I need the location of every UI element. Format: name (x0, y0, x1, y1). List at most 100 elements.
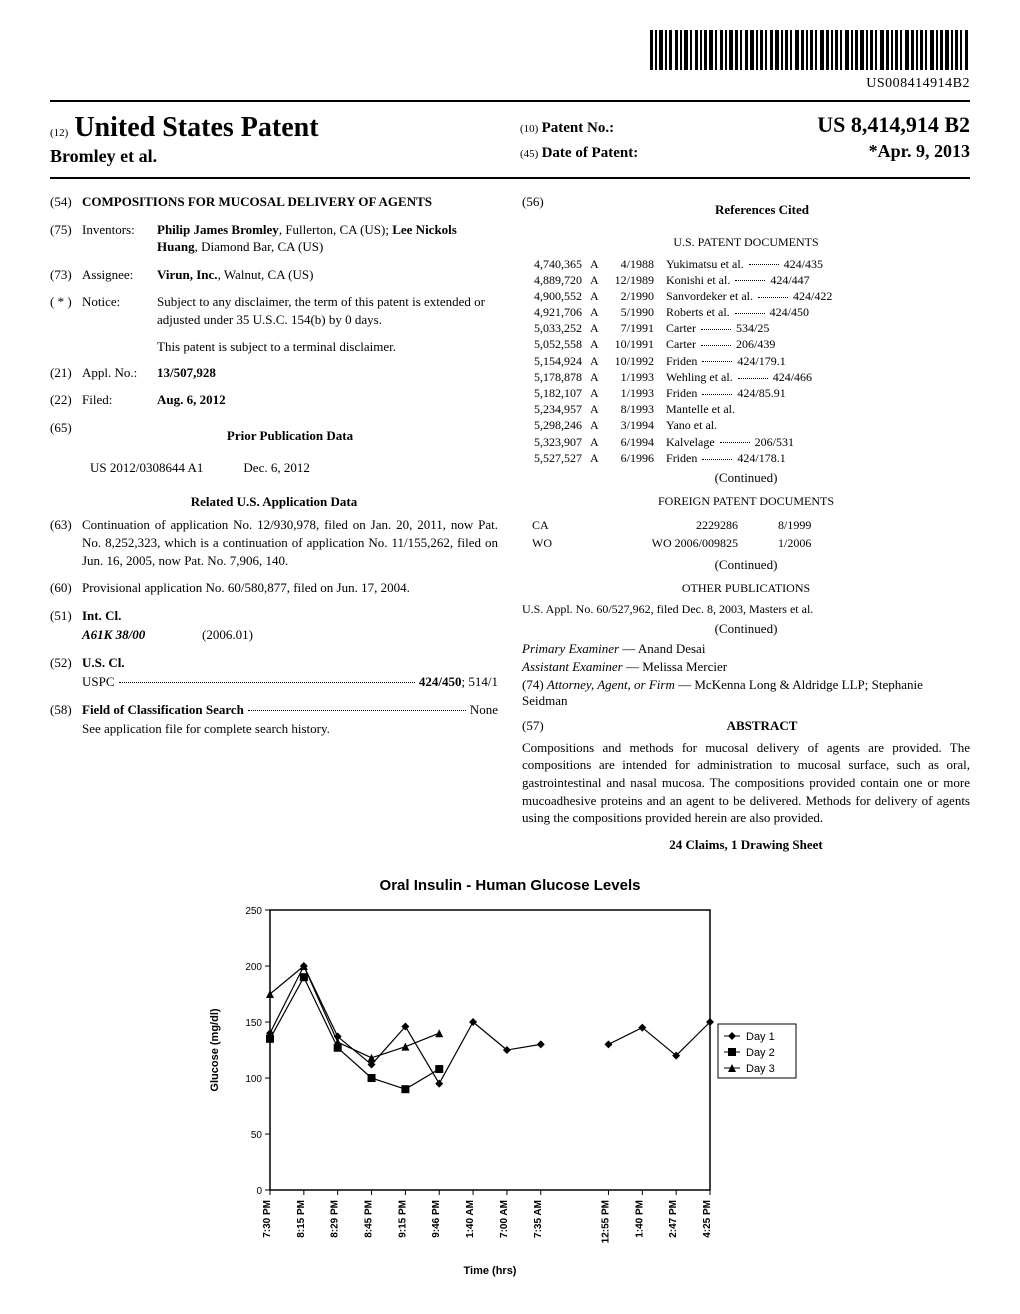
appl-num: (21) (50, 364, 82, 382)
svg-text:8:15 PM: 8:15 PM (296, 1200, 307, 1238)
svg-text:9:15 PM: 9:15 PM (397, 1200, 408, 1238)
attorney-line: (74) Attorney, Agent, or Firm — McKenna … (522, 677, 970, 709)
svg-text:7:30 PM: 7:30 PM (262, 1200, 273, 1238)
other-heading: OTHER PUBLICATIONS (522, 581, 970, 596)
intcl-label: Int. Cl. (82, 607, 498, 625)
patent-ref-row: 5,182,107A1/1993Friden 424/85.91 (522, 385, 970, 401)
header-left: (12) United States Patent Bromley et al. (50, 112, 500, 167)
assignee-num: (73) (50, 266, 82, 284)
continued-1: (Continued) (522, 470, 970, 486)
us-patents-table: 4,740,365A4/1988Yukimatsu et al. 424/435… (522, 256, 970, 466)
patent-header: (12) United States Patent Bromley et al.… (50, 100, 970, 167)
chart-title: Oral Insulin - Human Glucose Levels (50, 877, 970, 894)
inventor-heading: Bromley et al. (50, 146, 500, 167)
svg-text:7:00 AM: 7:00 AM (499, 1200, 510, 1238)
filed-label: Filed: (82, 391, 157, 409)
us-docs-heading: U.S. PATENT DOCUMENTS (522, 235, 970, 250)
assistant-examiner: Assistant Examiner — Melissa Mercier (522, 659, 970, 675)
svg-text:2:47 PM: 2:47 PM (668, 1200, 679, 1238)
prior-num: (65) (50, 419, 82, 451)
prior-pub: US 2012/0308644 A1 (90, 460, 203, 476)
svg-text:100: 100 (245, 1074, 262, 1085)
main-columns: (54) COMPOSITIONS FOR MUCOSAL DELIVERY O… (50, 193, 970, 853)
abstract-num: (57) (522, 717, 554, 735)
barcode-section: US008414914B2 (50, 30, 970, 92)
title-num: (54) (50, 193, 82, 211)
date-label: Date of Patent: (542, 145, 639, 161)
field-label: Field of Classification Search (82, 701, 244, 719)
abstract-label: ABSTRACT (554, 717, 970, 735)
svg-text:8:29 PM: 8:29 PM (330, 1200, 341, 1238)
uscl-prefix: USPC (82, 673, 115, 691)
patent-ref-row: 5,234,957A8/1993Mantelle et al. (522, 401, 970, 417)
svg-text:0: 0 (256, 1186, 262, 1197)
type-number: (12) (50, 127, 68, 139)
cont-num: (63) (50, 516, 82, 569)
svg-text:Day 2: Day 2 (746, 1047, 775, 1059)
svg-text:1:40 PM: 1:40 PM (634, 1200, 645, 1238)
patent-ref-row: 4,900,552A2/1990Sanvordeker et al. 424/4… (522, 288, 970, 304)
uscl-value: 424/450; 514/1 (419, 673, 498, 691)
svg-text:8:45 PM: 8:45 PM (364, 1200, 375, 1238)
intcl-year: (2006.01) (202, 626, 253, 644)
foreign-ref-row: WOWO 2006/0098251/2006 (524, 535, 968, 551)
svg-text:1:40 AM: 1:40 AM (465, 1200, 476, 1238)
continued-3: (Continued) (522, 621, 970, 637)
inventors-num: (75) (50, 221, 82, 256)
svg-text:Glucose (mg/dl): Glucose (mg/dl) (209, 1008, 221, 1091)
prov-text: Provisional application No. 60/580,877, … (82, 579, 498, 597)
patent-no-num: (10) (520, 123, 538, 135)
svg-text:9:46 PM: 9:46 PM (431, 1200, 442, 1238)
svg-text:7:35 AM: 7:35 AM (533, 1200, 544, 1238)
patent-type-title: United States Patent (74, 112, 318, 144)
foreign-ref-row: CA22292868/1999 (524, 517, 968, 533)
notice-num: ( * ) (50, 293, 82, 328)
svg-text:Day 3: Day 3 (746, 1063, 775, 1075)
header-right: (10) Patent No.: US 8,414,914 B2 (45) Da… (500, 112, 970, 167)
svg-text:Time (hrs): Time (hrs) (464, 1265, 517, 1277)
patent-ref-row: 5,033,252A7/1991Carter 534/25 (522, 320, 970, 336)
uscl-dots (119, 673, 415, 683)
refs-num: (56) (522, 193, 554, 225)
svg-text:50: 50 (251, 1130, 263, 1141)
right-column: (56) References Cited U.S. PATENT DOCUME… (522, 193, 970, 853)
header-divider (50, 177, 970, 179)
filed-num: (22) (50, 391, 82, 409)
appl-value: 13/507,928 (157, 364, 498, 382)
field-dots (248, 701, 466, 711)
uscl-label: U.S. Cl. (82, 654, 498, 672)
filed-value: Aug. 6, 2012 (157, 391, 498, 409)
claims-line: 24 Claims, 1 Drawing Sheet (522, 837, 970, 853)
patent-ref-row: 5,154,924A10/1992Friden 424/179.1 (522, 353, 970, 369)
barcode-graphic (650, 30, 970, 70)
glucose-chart: 050100150200250Glucose (mg/dl)7:30 PM8:1… (200, 900, 820, 1280)
notice-label: Notice: (82, 293, 157, 328)
prov-num: (60) (50, 579, 82, 597)
foreign-heading: FOREIGN PATENT DOCUMENTS (522, 494, 970, 509)
abstract-text: Compositions and methods for mucosal del… (522, 739, 970, 827)
prior-pub-line: US 2012/0308644 A1 Dec. 6, 2012 (90, 460, 498, 476)
related-heading: Related U.S. Application Data (50, 494, 498, 510)
patent-title: COMPOSITIONS FOR MUCOSAL DELIVERY OF AGE… (82, 193, 498, 211)
patent-ref-row: 5,052,558A10/1991Carter 206/439 (522, 336, 970, 352)
assignee-label: Assignee: (82, 266, 157, 284)
notice-text: Subject to any disclaimer, the term of t… (157, 293, 498, 328)
barcode-text: US008414914B2 (50, 76, 970, 92)
cont-text: Continuation of application No. 12/930,9… (82, 516, 498, 569)
date-value: *Apr. 9, 2013 (869, 141, 970, 162)
patent-ref-row: 5,323,907A6/1994Kalvelage 206/531 (522, 434, 970, 450)
inventors-text: Philip James Bromley, Fullerton, CA (US)… (157, 221, 498, 256)
patent-ref-row: 4,740,365A4/1988Yukimatsu et al. 424/435 (522, 256, 970, 272)
uscl-num: (52) (50, 654, 82, 672)
patent-ref-row: 5,527,527A6/1996Friden 424/178.1 (522, 450, 970, 466)
primary-examiner: Primary Examiner — Anand Desai (522, 641, 970, 657)
assignee-text: Virun, Inc., Walnut, CA (US) (157, 266, 498, 284)
svg-text:12:55 PM: 12:55 PM (600, 1200, 611, 1243)
left-column: (54) COMPOSITIONS FOR MUCOSAL DELIVERY O… (50, 193, 498, 853)
patent-no-value: US 8,414,914 B2 (817, 112, 970, 138)
other-text: U.S. Appl. No. 60/527,962, filed Dec. 8,… (522, 602, 970, 617)
field-value: None (470, 701, 498, 719)
continued-2: (Continued) (522, 557, 970, 573)
field-note: See application file for complete search… (82, 720, 498, 738)
field-num: (58) (50, 701, 82, 719)
